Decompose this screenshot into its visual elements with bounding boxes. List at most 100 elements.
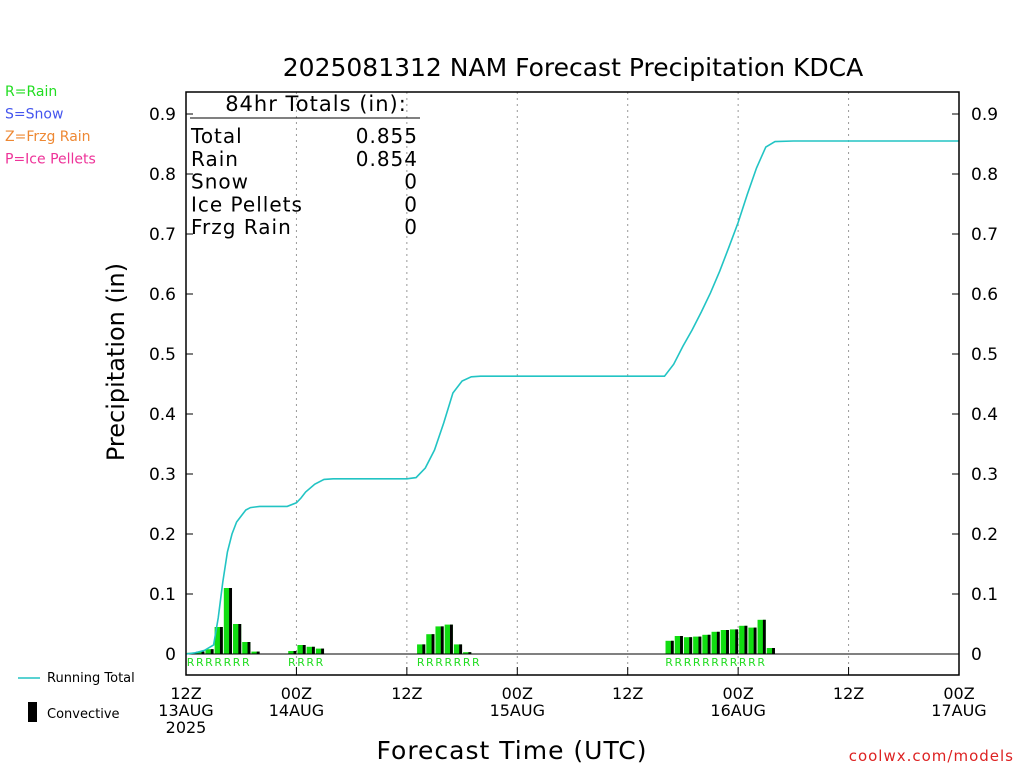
convective-legend-label: Convective — [47, 707, 120, 722]
convective-bar — [247, 642, 251, 654]
x-tick-label: 2025 — [166, 718, 207, 737]
convective-bar — [440, 626, 444, 654]
credit-text: coolwx.com/models — [849, 747, 1014, 765]
gridlines — [295, 92, 850, 675]
x-tick-label: 13AUG — [158, 701, 213, 720]
convective-bar — [302, 645, 306, 654]
convective-bar — [716, 631, 720, 654]
ptype-label: R — [757, 656, 765, 669]
precip-bar — [444, 624, 453, 654]
precip-bar — [674, 636, 683, 654]
precip-bar — [693, 636, 702, 654]
convective-bar — [219, 627, 223, 654]
y-axis-left: 0 0.1 0.2 0.3 0.4 0.5 0.6 0.7 0.8 0.9 — [149, 105, 193, 665]
x-tick-label: 17AUG — [931, 701, 986, 720]
totals-row-label: Frzg Rain — [191, 215, 292, 239]
y-tick-label-right: 0.5 — [971, 345, 998, 365]
y-tick-label-left: 0.2 — [149, 525, 176, 545]
y-tick-label-left: 0.7 — [149, 225, 176, 245]
ptype-label: R — [426, 656, 434, 669]
running-total-legend-label: Running Total — [47, 671, 135, 686]
totals-row-value: 0 — [404, 170, 418, 194]
y-tick-label-right: 0.6 — [971, 285, 998, 305]
y-tick-label-left: 0.5 — [149, 345, 176, 365]
bottom-legend: Running Total Convective — [18, 671, 135, 722]
convective-bar — [468, 652, 472, 654]
y-tick-label-left: 0.6 — [149, 285, 176, 305]
x-tick-label: 12Z — [833, 684, 864, 703]
y-tick-label-right: 0.9 — [971, 105, 998, 125]
ptype-label: R — [472, 656, 480, 669]
ptype-label: R — [711, 656, 719, 669]
ptype-label: R — [214, 656, 222, 669]
y-tick-label-left: 0.9 — [149, 105, 176, 125]
convective-bar — [707, 634, 711, 654]
y-tick-label-left: 0.4 — [149, 405, 176, 425]
ptype-label: R — [224, 656, 232, 669]
convective-bar — [422, 644, 426, 654]
convective-bar — [744, 625, 748, 654]
precip-bar — [463, 652, 472, 654]
convective-bar — [689, 637, 693, 654]
y-tick-label-left: 0.3 — [149, 465, 176, 485]
precip-bar — [251, 651, 260, 654]
precip-bar — [702, 634, 711, 654]
x-tick-label: 12Z — [170, 684, 201, 703]
convective-bar — [753, 627, 757, 654]
totals-box: 84hr Totals (in): Total 0.855 Rain 0.854 Sno… — [190, 92, 420, 239]
totals-row-value: 0.855 — [356, 124, 418, 148]
convective-legend-swatch — [28, 702, 37, 722]
totals-row-label: Rain — [191, 147, 239, 171]
ptype-label: R — [233, 656, 241, 669]
ptype-legend-item: R=Rain — [5, 84, 57, 100]
precip-bar — [306, 646, 315, 654]
y-tick-label-left: 0.1 — [149, 585, 176, 605]
chart-title: 2025081312 NAM Forecast Precipitation KD… — [283, 53, 863, 82]
precip-bar — [223, 588, 233, 654]
convective-bar — [321, 648, 325, 654]
x-tick-label: 00Z — [722, 684, 753, 703]
precip-bar — [711, 631, 720, 654]
convective-bar — [726, 630, 729, 654]
precip-bar — [205, 649, 214, 654]
precip-bar — [729, 629, 739, 654]
convective-bar — [459, 644, 463, 654]
precip-bar — [748, 627, 757, 654]
totals-row-value: 0 — [404, 192, 418, 216]
x-tick-label: 00Z — [502, 684, 533, 703]
y-tick-label-right: 0.7 — [971, 225, 998, 245]
y-tick-label-right: 0.1 — [971, 585, 998, 605]
ptype-legend: R=Rain S=Snow Z=Frzg Rain P=Ice Pellets — [5, 84, 96, 168]
totals-row-label: Snow — [191, 170, 249, 194]
ptype-label: R — [242, 656, 250, 669]
totals-row-label: Total — [190, 124, 243, 148]
plot-frame — [185, 91, 960, 676]
precip-bar — [242, 642, 251, 654]
running-total-line — [185, 140, 959, 655]
x-tick-label: 00Z — [943, 684, 974, 703]
precip-bar — [214, 627, 223, 654]
ptype-label: R — [417, 656, 425, 669]
convective-bar — [735, 629, 739, 654]
x-tick-label: 14AUG — [269, 701, 324, 720]
ptype-legend-item: S=Snow — [5, 107, 63, 123]
ptype-label: R — [444, 656, 452, 669]
convective-bar — [229, 588, 233, 654]
convective-bar — [431, 634, 435, 654]
convective-bar — [670, 640, 674, 654]
ptype-label: R — [693, 656, 701, 669]
convective-bar — [210, 649, 214, 654]
precip-bar — [739, 625, 748, 654]
convective-bar — [201, 651, 205, 654]
convective-bar — [698, 636, 702, 654]
ptype-label: R — [739, 656, 747, 669]
ptype-label: R — [674, 656, 682, 669]
precip-bar — [417, 644, 426, 654]
y-axis-label: Precipitation (in) — [102, 263, 130, 461]
ptype-label: R — [435, 656, 443, 669]
x-tick-label: 12Z — [612, 684, 643, 703]
totals-row-label: Ice Pellets — [191, 192, 303, 216]
y-tick-label-right: 0.4 — [971, 405, 998, 425]
ptype-label: R — [205, 656, 213, 669]
